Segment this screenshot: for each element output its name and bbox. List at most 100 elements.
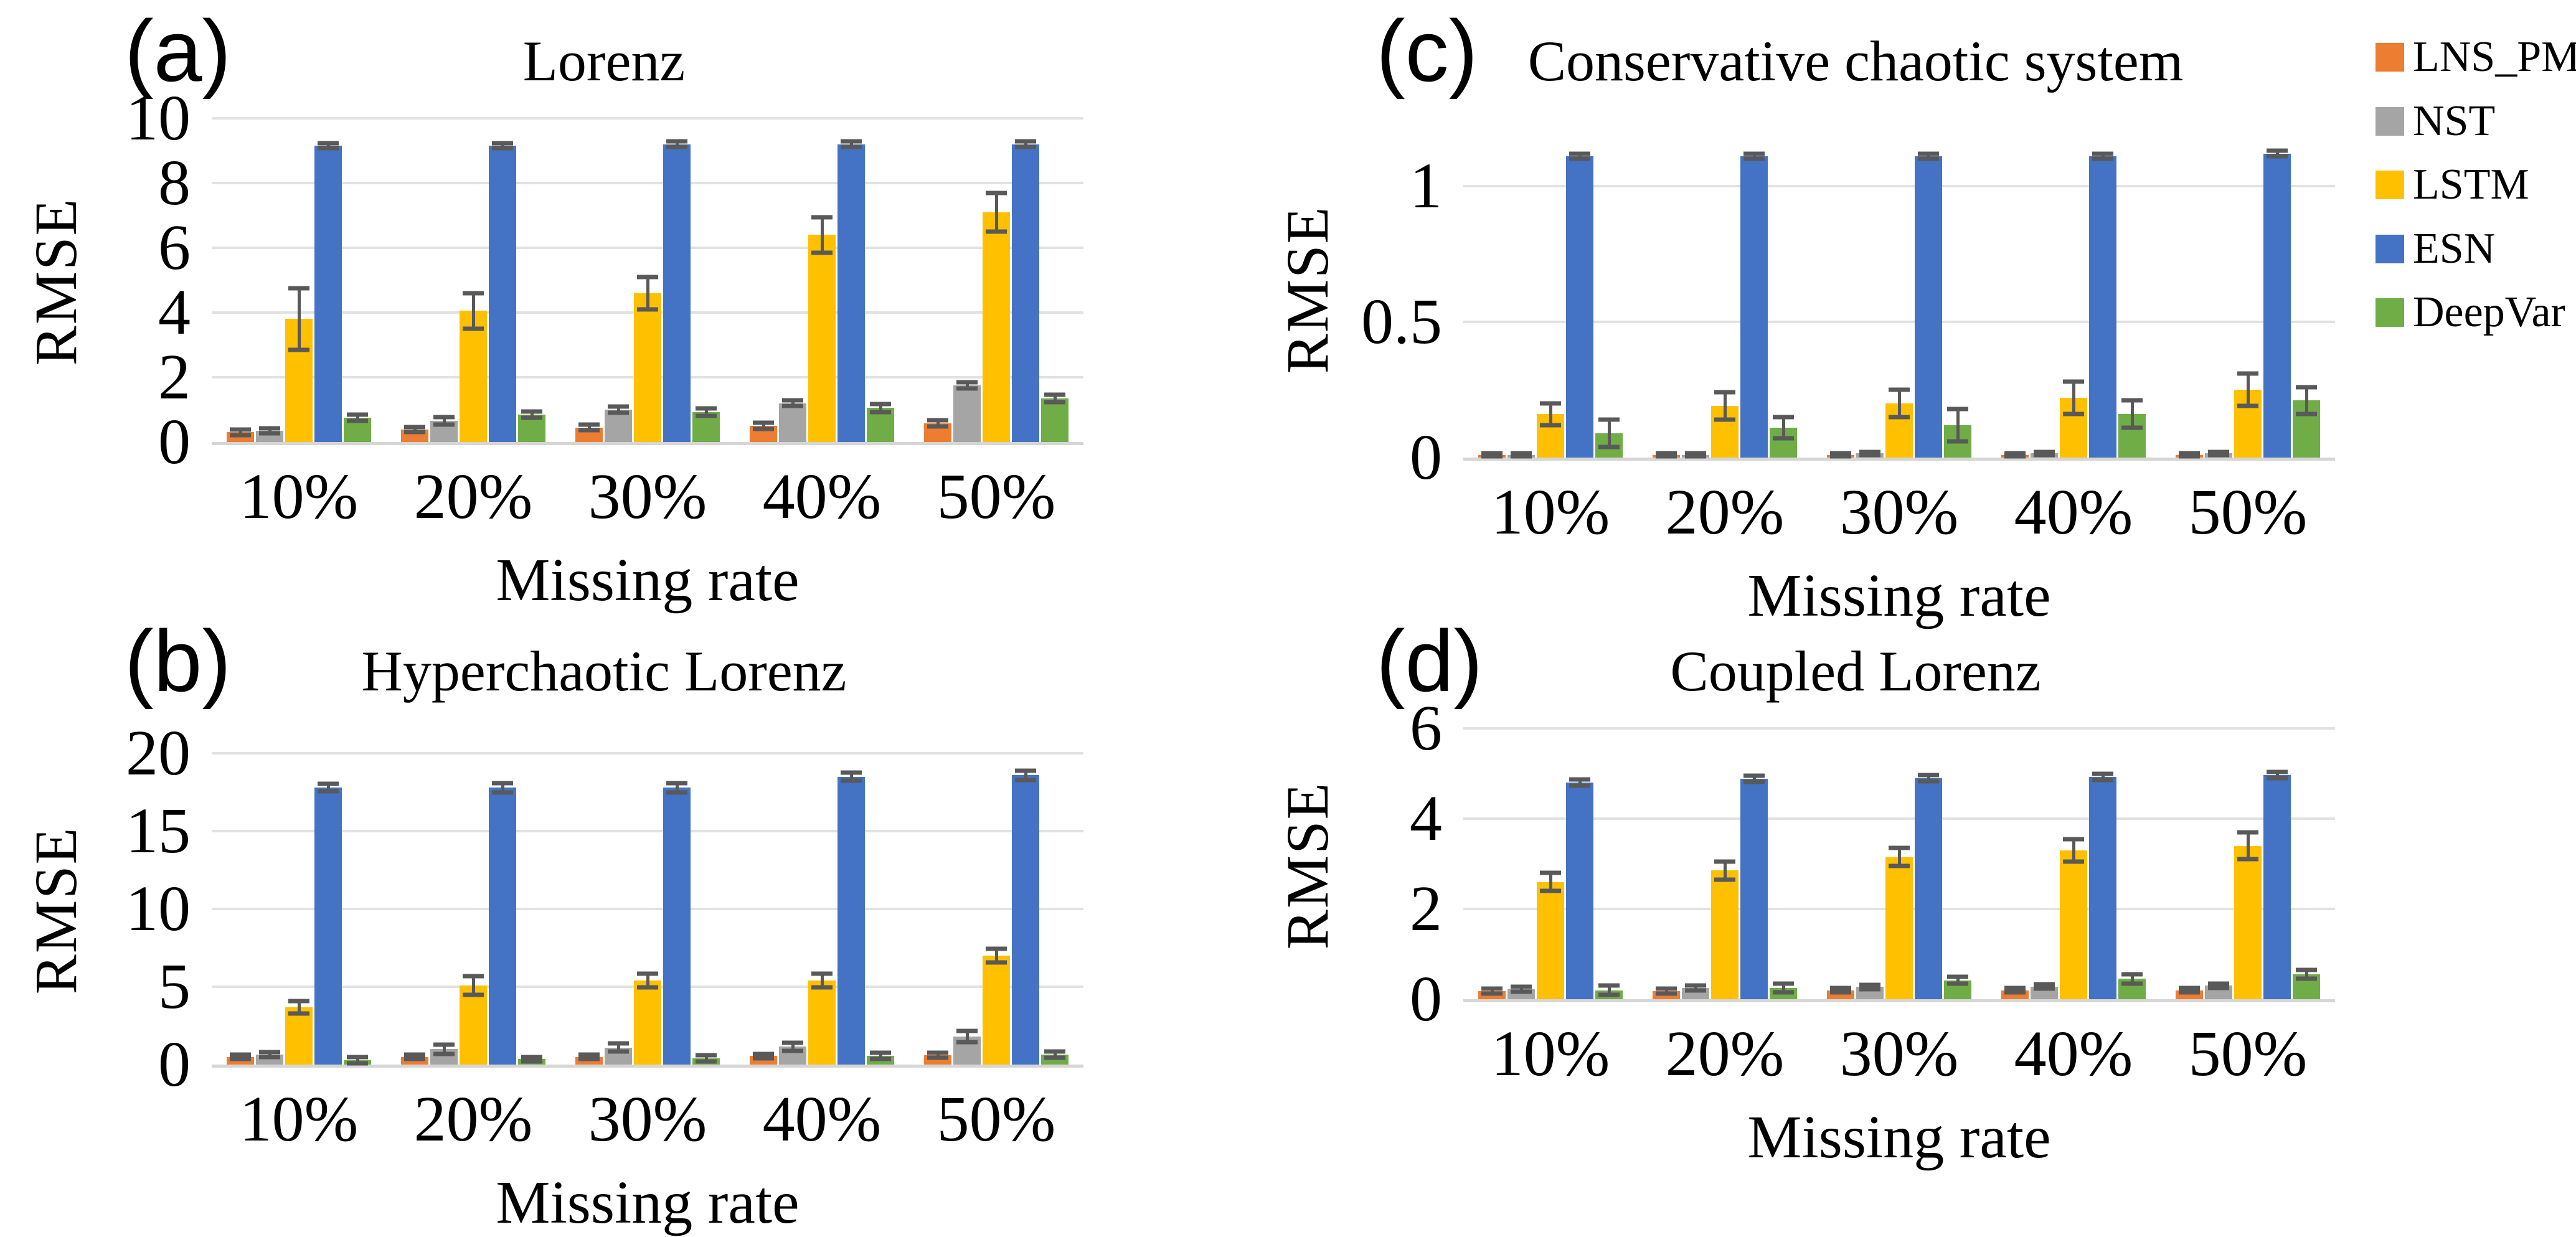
error-cap-bottom: [696, 413, 717, 418]
error-cap-bottom: [2208, 453, 2229, 458]
x-axis-label: Missing rate: [1747, 1104, 2051, 1172]
error-bar-ESN-50%: [1024, 770, 1027, 780]
bar-NST-50%: [953, 385, 981, 442]
bar-slot-ESN: [1915, 728, 1942, 999]
bar-LSTM-30%: [1885, 857, 1913, 999]
chart-header: (a) Lorenz: [19, 7, 1189, 118]
error-cap-bottom: [492, 146, 513, 151]
x-tick-label-50%: 50%: [2188, 476, 2308, 548]
error-cap-bottom: [1569, 783, 1590, 788]
bar-group-30%: [560, 118, 735, 442]
error-cap-top: [318, 781, 339, 786]
bar-ESN-30%: [1915, 156, 1942, 458]
chart-title: Coupled Lorenz: [1670, 639, 2041, 703]
error-cap-bottom: [753, 426, 774, 431]
bar-cluster: [227, 118, 371, 442]
error-bar-DeepVar-40%: [879, 1053, 882, 1060]
bar-slot-DeepVar: [1770, 118, 1797, 458]
chart-header: (c) Conservative chaotic system: [1270, 7, 2441, 118]
gridline: [212, 908, 1083, 910]
y-axis-label: RMSE: [19, 118, 93, 445]
error-cap-top: [753, 1051, 774, 1056]
x-axis-label: Missing rate: [496, 547, 800, 614]
y-tick-column: 0 5 10 15 20: [93, 721, 212, 1097]
error-bar-LSTM-40%: [820, 973, 824, 988]
gridline: [1463, 321, 2335, 323]
bar-slot-LNS_PM: [1653, 118, 1680, 459]
x-tick-label-50%: 50%: [937, 1083, 1056, 1155]
bar-slot-NST: [1856, 728, 1884, 999]
error-bar-ESN-40%: [2101, 153, 2105, 159]
y-tick-label: 6: [1410, 692, 1442, 764]
error-bar-LNS_PM-10%: [1490, 989, 1494, 994]
error-bar-NST-50%: [965, 1031, 969, 1042]
bar-ESN-10%: [314, 146, 342, 442]
error-bar-NST-10%: [1519, 987, 1523, 992]
error-bar-ESN-50%: [2275, 151, 2279, 157]
bar-LSTM-40%: [808, 235, 836, 442]
error-cap-bottom: [1511, 989, 1532, 994]
error-cap-bottom: [782, 403, 803, 408]
error-bar-DeepVar-20%: [1781, 416, 1785, 439]
bar-group-50%: [2161, 728, 2335, 999]
bar-ESN-40%: [2089, 776, 2116, 999]
bar-slot-DeepVar: [1595, 728, 1623, 999]
error-cap-bottom: [608, 1049, 629, 1054]
error-cap-top: [1656, 986, 1677, 991]
error-bar-ESN-20%: [501, 783, 504, 793]
bar-group-10%: [212, 118, 386, 442]
error-bar-LSTM-20%: [1723, 861, 1727, 880]
error-cap-top: [404, 425, 425, 430]
error-cap-bottom: [1743, 156, 1765, 161]
bar-slot-DeepVar: [1944, 118, 1971, 458]
error-cap-bottom: [1859, 453, 1880, 458]
bar-ESN-20%: [1740, 156, 1768, 458]
error-bar-LSTM-20%: [471, 293, 475, 329]
error-bar-DeepVar-20%: [530, 1056, 534, 1062]
error-cap-top: [1947, 974, 1968, 979]
bar-ESN-10%: [1566, 783, 1593, 999]
bar-slot-LSTM: [1537, 728, 1564, 999]
bar-slot-LNS_PM: [1827, 728, 1854, 999]
error-bar-LSTM-30%: [646, 276, 649, 309]
error-cap-top: [578, 1052, 600, 1057]
plot-area: [1463, 727, 2335, 1002]
error-cap-bottom: [1773, 436, 1794, 441]
gridline: [1463, 185, 2335, 187]
legend-label-LSTM: LSTM: [2413, 161, 2529, 209]
bar-slot-NST: [2205, 728, 2232, 999]
bar-cluster: [1827, 728, 1971, 999]
error-bar-ESN-40%: [849, 141, 853, 147]
plot-row: RMSE 0 2 4 6 8 10: [19, 86, 1083, 474]
error-bar-DeepVar-20%: [1781, 983, 1785, 993]
bar-slot-DeepVar: [344, 753, 371, 1066]
error-cap-bottom: [986, 229, 1007, 234]
bar-cluster: [401, 118, 545, 442]
y-axis-label-text: RMSE: [22, 197, 90, 366]
y-tick-label: 0: [1410, 963, 1442, 1035]
error-cap-top: [1656, 451, 1677, 456]
error-bar-DeepVar-50%: [1053, 394, 1057, 403]
bar-LSTM-20%: [460, 311, 487, 442]
plot-row: RMSE 0 0.5 1: [1270, 118, 2335, 490]
error-bar-ESN-30%: [675, 141, 679, 147]
error-cap-top: [2121, 972, 2143, 977]
y-tick-label: 15: [126, 795, 191, 867]
bar-group-40%: [735, 753, 909, 1065]
gridline: [212, 752, 1083, 755]
panel-d: (d) Coupled Lorenz RMSE 0 2 4 6 10% 20% 30% 40% 50%…: [1270, 618, 2441, 1220]
error-bar-LSTM-50%: [2246, 832, 2250, 860]
error-cap-bottom: [1598, 992, 1620, 997]
error-cap-top: [986, 190, 1007, 195]
bar-slot-NST: [1856, 118, 1884, 458]
bar-slot-LSTM: [460, 753, 487, 1065]
y-axis-label-text: RMSE: [1274, 781, 1341, 949]
error-bar-NST-40%: [2042, 984, 2046, 989]
bar-slot-LSTM: [285, 753, 313, 1065]
error-cap-top: [288, 999, 309, 1003]
error-cap-bottom: [1889, 415, 1910, 420]
error-cap-bottom: [986, 960, 1007, 965]
error-bar-LSTM-40%: [2072, 839, 2075, 862]
error-bar-ESN-40%: [2101, 773, 2105, 780]
bar-group-50%: [909, 753, 1083, 1065]
